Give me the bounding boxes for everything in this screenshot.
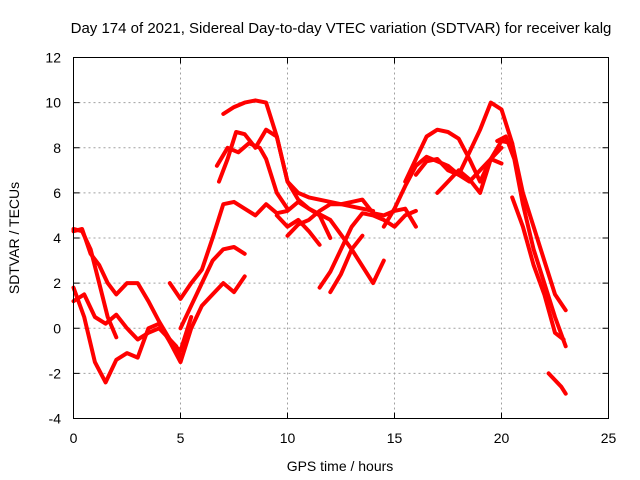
y-tick-label: 4 [53,230,61,246]
series-arc-5 [167,199,333,301]
series-arc-19 [495,134,568,349]
chart-title: Day 174 of 2021, Sidereal Day-to-day VTE… [71,20,612,37]
series-arc-11 [274,213,322,247]
x-tick-label: 25 [601,430,617,446]
y-tick-label: 8 [53,140,61,156]
y-tick-label: 10 [45,95,61,111]
y-tick-label: 12 [45,50,61,66]
y-tick-label: -4 [49,411,62,427]
series-arc-6 [167,274,247,365]
y-tick-label: 0 [53,320,61,336]
series-arc-7 [178,245,247,331]
series-group [71,98,568,396]
y-tick-label: 6 [53,185,61,201]
y-tick-label: 2 [53,275,61,291]
x-tick-label: 10 [280,430,296,446]
series-arc-9 [221,98,376,213]
series-arc-13 [317,208,418,290]
series-arc-17 [413,100,515,177]
series-arc-20 [510,195,566,342]
series-arc-14 [328,233,365,295]
series-arc-10 [217,127,386,286]
y-axis: -4 -2 0 2 4 6 8 10 12 [45,50,609,427]
x-axis: 0 5 10 15 20 25 [70,57,617,446]
y-axis-label: SDTVAR / TECUs [6,182,22,294]
x-tick-label: 15 [387,430,403,446]
series-arc-4 [71,227,119,340]
x-axis-label: GPS time / hours [287,458,394,474]
x-tick-label: 20 [494,430,510,446]
x-tick-label: 0 [70,430,78,446]
y-tick-label: -2 [49,365,62,381]
grid [73,57,609,419]
series-arc-21 [546,371,568,396]
x-tick-label: 5 [177,430,185,446]
